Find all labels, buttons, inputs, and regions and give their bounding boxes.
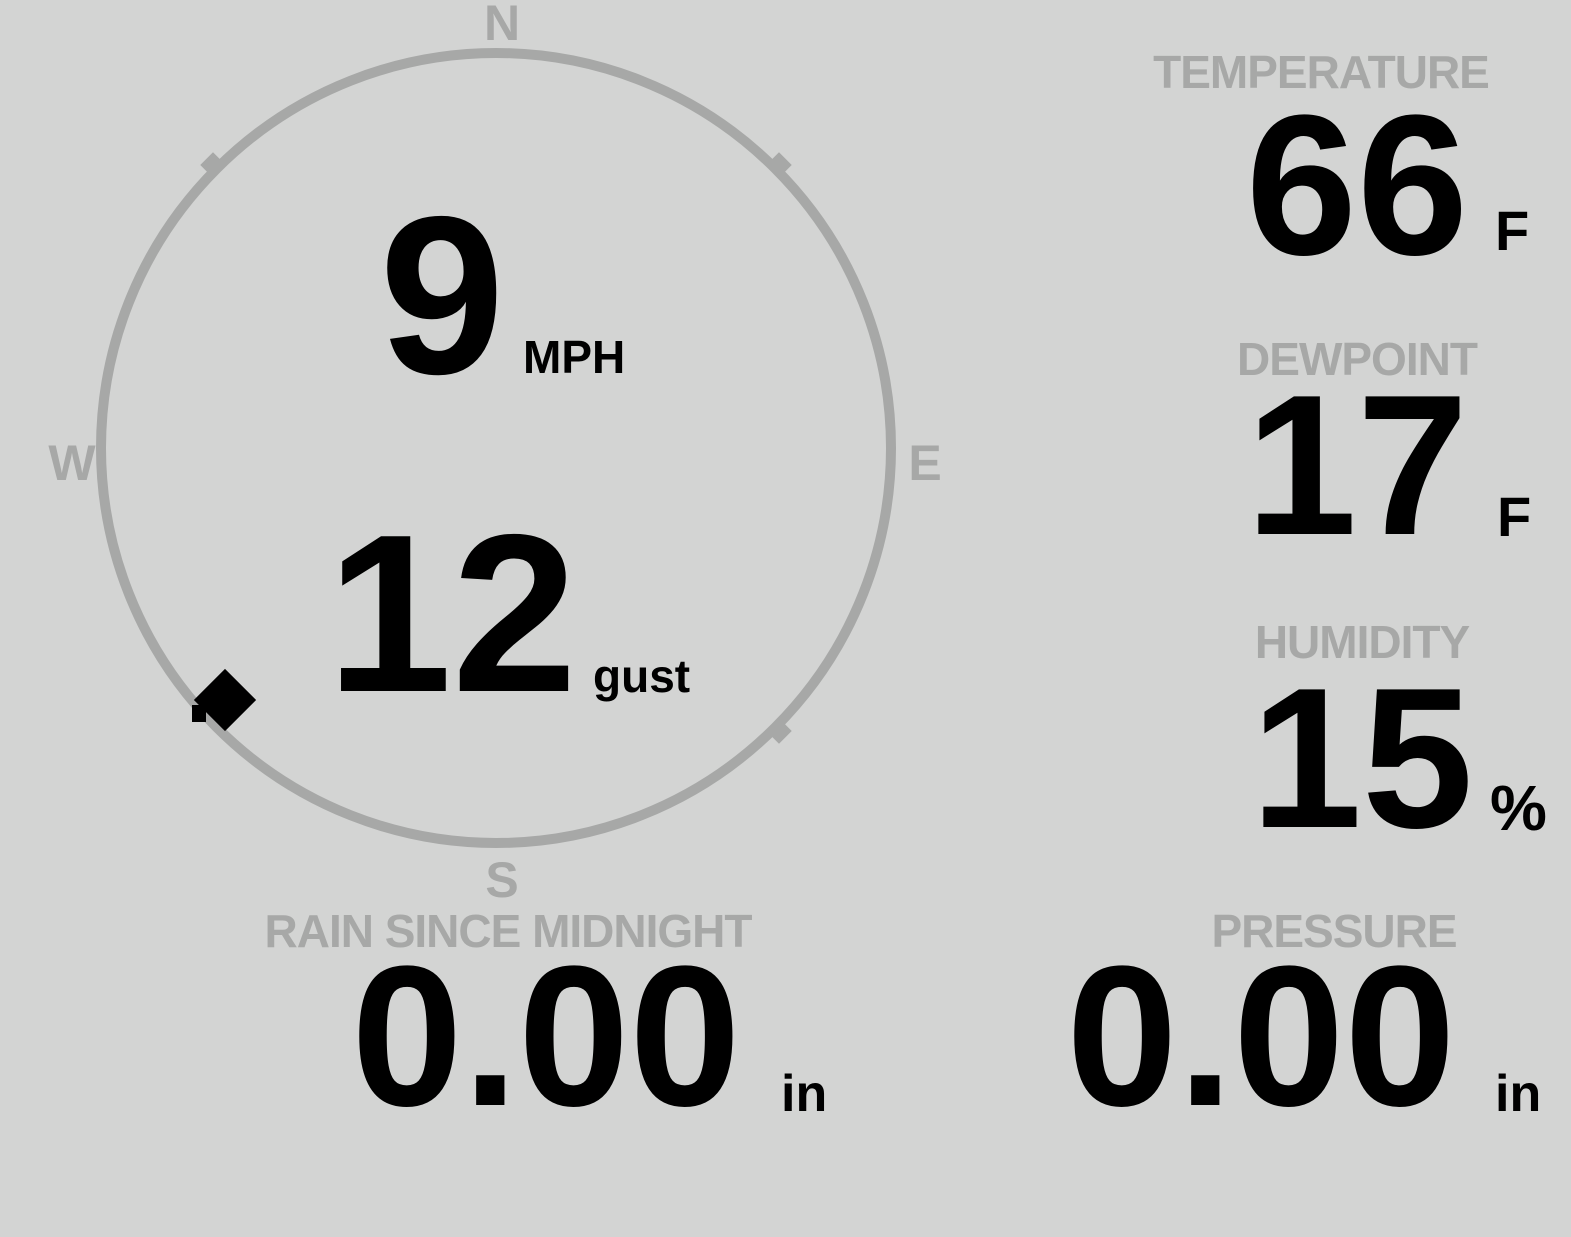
dewpoint-unit: F <box>1497 485 1532 548</box>
compass-label-east: E <box>908 435 942 491</box>
pressure-value: 0.00 <box>1066 925 1456 1148</box>
wind-direction-marker-notch <box>192 705 207 723</box>
dewpoint-value: 17 <box>1245 354 1469 577</box>
compass-label-west: W <box>48 435 96 491</box>
pressure-unit: in <box>1495 1065 1542 1123</box>
wind-speed-value: 9 <box>379 169 505 421</box>
wind-direction-marker <box>192 669 257 732</box>
compass-label-north: N <box>483 0 521 51</box>
rain-since-midnight-value: 0.00 <box>351 925 741 1148</box>
pressure-label: PRESSURE <box>1211 905 1457 957</box>
wind-gust-unit: gust <box>593 650 691 702</box>
compass-label-south: S <box>485 852 519 908</box>
dewpoint-label: DEWPOINT <box>1237 333 1478 385</box>
temperature-unit: F <box>1495 199 1530 262</box>
humidity-label: HUMIDITY <box>1254 616 1470 668</box>
wind-gust-value: 12 <box>326 487 578 739</box>
humidity-value: 15 <box>1250 647 1474 870</box>
wind-speed-unit: MPH <box>523 331 626 383</box>
compass-ring <box>96 48 896 848</box>
temperature-value: 66 <box>1245 74 1469 297</box>
rain-since-midnight-unit: in <box>781 1065 828 1123</box>
temperature-label: TEMPERATURE <box>1153 46 1490 98</box>
rain-since-midnight-label: RAIN SINCE MIDNIGHT <box>264 905 753 957</box>
humidity-unit: % <box>1490 772 1547 844</box>
